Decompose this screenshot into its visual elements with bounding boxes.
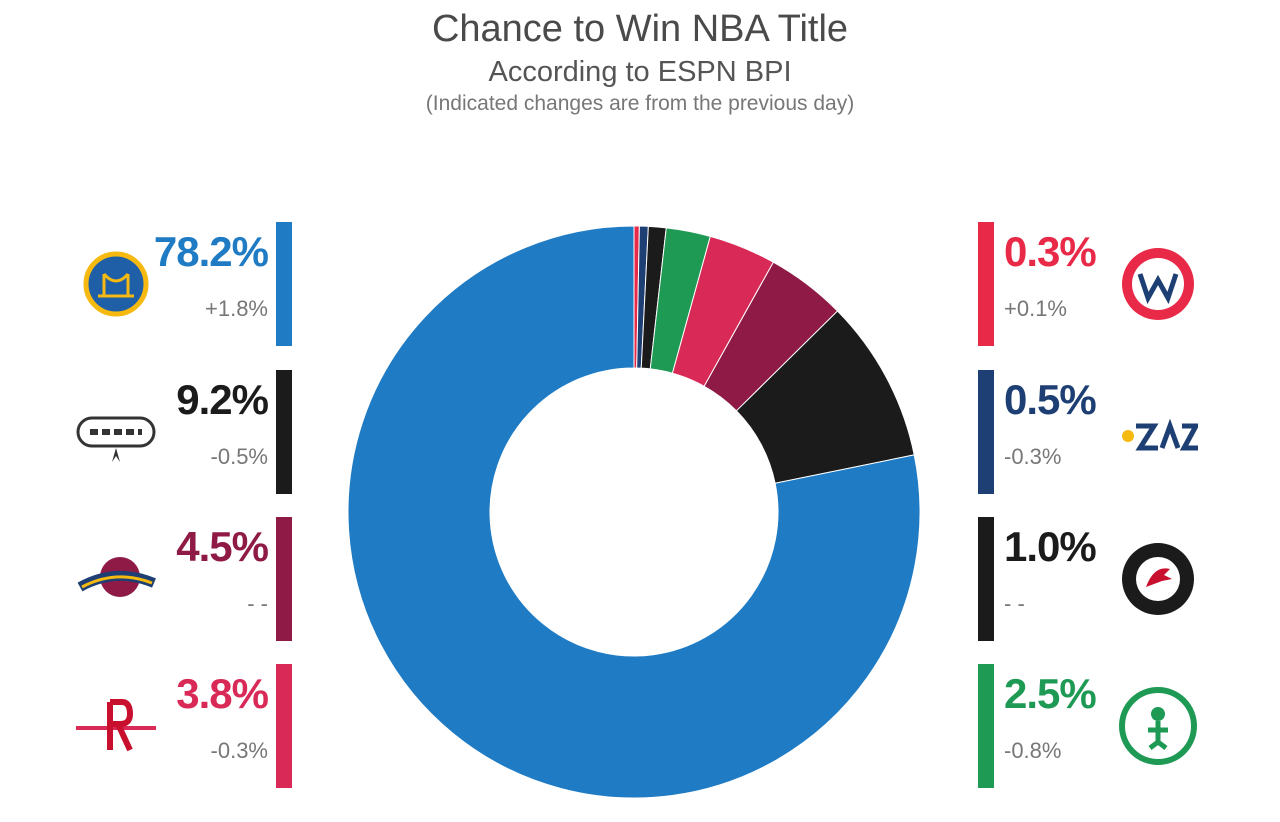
team-pct: 9.2% [176, 376, 269, 423]
cavaliers-logo-icon [76, 539, 156, 619]
jazz-logo-icon [1118, 392, 1198, 472]
team-celtics: 2.5% -0.8% [978, 664, 1280, 788]
team-change: -0.8% [1004, 738, 1062, 763]
team-color-bar [978, 370, 994, 494]
team-color-bar [978, 222, 994, 346]
chart-note: (Indicated changes are from the previous… [425, 92, 855, 115]
team-color-bar [276, 370, 292, 494]
team-pct: 78.2% [153, 228, 269, 275]
team-color-bar [978, 517, 994, 641]
chart-title: Chance to Win NBA Title [431, 8, 849, 50]
spurs-logo-icon [76, 392, 156, 472]
team-pct: 3.8% [176, 670, 269, 717]
team-rockets: 3.8% -0.3% [6, 664, 316, 788]
team-change: - - [1004, 591, 1025, 616]
team-pct: 2.5% [1004, 670, 1097, 717]
team-change: - - [247, 591, 268, 616]
warriors-logo-icon [76, 244, 156, 324]
team-color-bar [276, 222, 292, 346]
team-pct: 4.5% [176, 523, 269, 570]
team-color-bar [978, 664, 994, 788]
team-raptors: 1.0% - - [978, 517, 1280, 641]
team-change: +1.8% [205, 296, 268, 321]
wizards-logo-icon [1118, 244, 1198, 324]
donut-slice-warriors [347, 225, 921, 799]
chart-subtitle: According to ESPN BPI [488, 56, 792, 88]
team-jazz: 0.5% -0.3% [978, 370, 1280, 494]
team-change: +0.1% [1004, 296, 1067, 321]
team-wizards: 0.3% +0.1% [978, 222, 1280, 346]
team-color-bar [276, 664, 292, 788]
team-spurs: 9.2% -0.5% [6, 370, 316, 494]
raptors-logo-icon [1118, 539, 1198, 619]
team-color-bar [276, 517, 292, 641]
team-change: -0.3% [1004, 444, 1062, 469]
celtics-logo-icon [1118, 686, 1198, 766]
rockets-logo-icon [76, 686, 156, 766]
team-warriors: 78.2% +1.8% [6, 222, 316, 346]
team-pct: 1.0% [1004, 523, 1097, 570]
team-pct: 0.3% [1004, 228, 1097, 275]
team-pct: 0.5% [1004, 376, 1097, 423]
team-change: -0.5% [210, 444, 268, 469]
team-change: -0.3% [210, 738, 268, 763]
team-cavaliers: 4.5% - - [6, 517, 316, 641]
